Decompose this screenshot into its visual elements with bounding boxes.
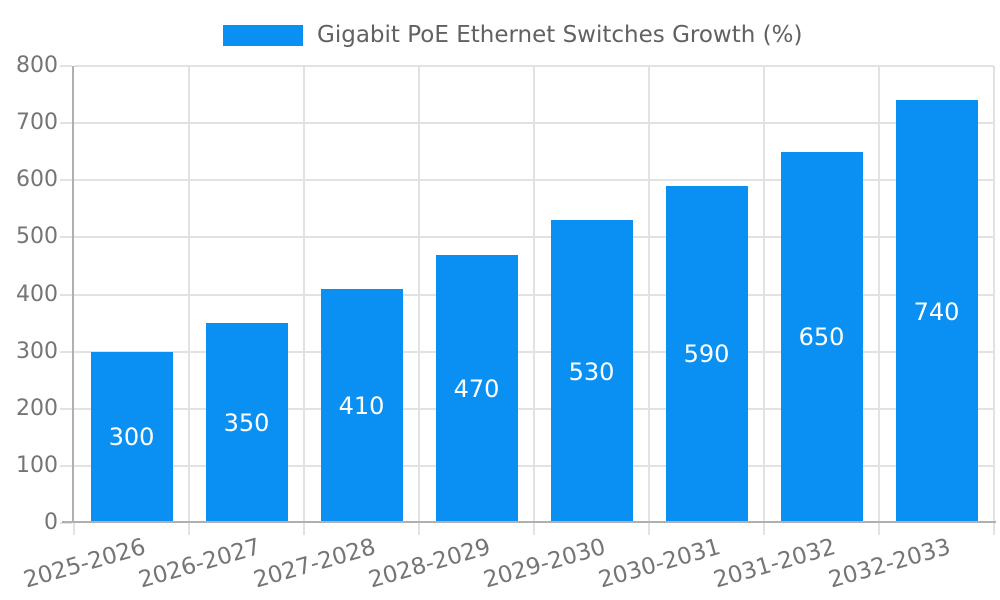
y-tick-mark — [60, 522, 72, 524]
bar-value-label: 590 — [683, 340, 730, 369]
x-tick-label: 2030-2031 — [595, 534, 724, 594]
plot-area: 300 350 410 470 530 590 650 740 — [74, 65, 995, 523]
bar[interactable]: 350 — [205, 323, 288, 523]
bar-value-label: 300 — [108, 423, 155, 452]
y-tick-mark — [60, 179, 72, 182]
x-tick-mark — [993, 523, 995, 535]
bar-value-label: 470 — [453, 374, 500, 403]
y-tick-label: 100 — [16, 452, 58, 478]
bar-value-label: 350 — [223, 409, 270, 438]
y-tick-label: 300 — [16, 338, 58, 364]
x-tick-label: 2029-2030 — [480, 534, 609, 594]
y-tick-label: 700 — [16, 110, 58, 136]
bar[interactable]: 650 — [780, 151, 863, 523]
y-tick-mark — [60, 65, 72, 67]
x-tick-mark — [73, 523, 75, 535]
legend-label: Gigabit PoE Ethernet Switches Growth (%) — [317, 22, 803, 48]
x-tick-mark — [418, 523, 420, 535]
y-tick-label: 200 — [16, 395, 58, 421]
bar-value-label: 740 — [913, 297, 960, 326]
y-tick-mark — [60, 464, 72, 467]
bar[interactable]: 740 — [895, 100, 978, 523]
x-tick-mark — [303, 523, 305, 535]
x-tick-label: 2026-2027 — [135, 534, 264, 594]
y-tick-label: 600 — [16, 167, 58, 193]
x-tick-label: 2031-2032 — [710, 534, 839, 594]
y-axis-line — [72, 66, 74, 523]
bar[interactable]: 470 — [435, 254, 518, 523]
bar-value-label: 410 — [338, 391, 385, 420]
v-gridline — [533, 66, 535, 523]
y-tick-label: 400 — [16, 281, 58, 307]
x-tick-mark — [533, 523, 535, 535]
y-tick-mark — [60, 122, 72, 125]
legend-swatch[interactable] — [223, 24, 303, 46]
v-gridline — [418, 66, 420, 523]
x-axis-line — [62, 521, 996, 523]
legend[interactable]: Gigabit PoE Ethernet Switches Growth (%) — [223, 22, 802, 48]
y-tick-mark — [60, 407, 72, 410]
x-tick-mark — [648, 523, 650, 535]
v-gridline — [878, 66, 880, 523]
bar-value-label: 530 — [568, 357, 615, 386]
v-gridline — [763, 66, 765, 523]
x-tick-label: 2025-2026 — [20, 534, 149, 594]
x-tick-mark — [878, 523, 880, 535]
y-tick-label: 500 — [16, 224, 58, 250]
x-tick-label: 2032-2033 — [825, 534, 954, 594]
v-gridline — [188, 66, 190, 523]
bar[interactable]: 590 — [665, 185, 748, 523]
bar[interactable]: 410 — [320, 288, 403, 523]
bar-value-label: 650 — [798, 323, 845, 352]
bar[interactable]: 300 — [90, 351, 173, 523]
x-tick-mark — [188, 523, 190, 535]
v-gridline — [303, 66, 305, 523]
x-tick-label: 2028-2029 — [365, 534, 494, 594]
x-tick-mark — [763, 523, 765, 535]
y-tick-mark — [60, 350, 72, 353]
y-tick-label: 800 — [16, 53, 58, 78]
y-tick-mark — [60, 293, 72, 296]
bar[interactable]: 530 — [550, 220, 633, 523]
x-tick-label: 2027-2028 — [250, 534, 379, 594]
v-gridline — [993, 66, 995, 523]
y-tick-mark — [60, 236, 72, 239]
v-gridline — [648, 66, 650, 523]
y-tick-label: 0 — [44, 510, 58, 535]
